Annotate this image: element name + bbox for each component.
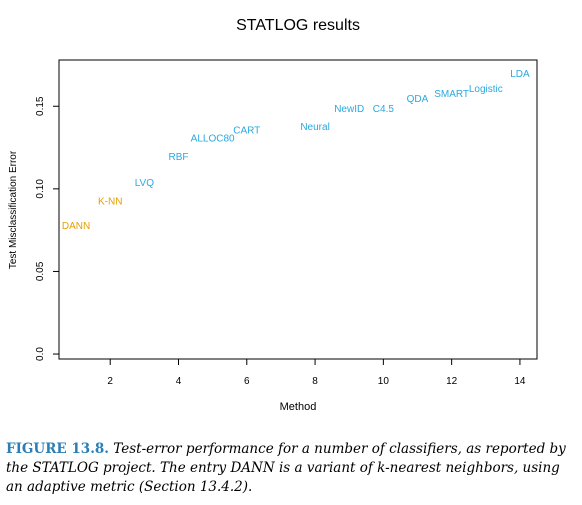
x-tick-label: 6 — [244, 376, 250, 387]
x-tick-label: 12 — [446, 376, 458, 387]
data-point-label: NewID — [334, 104, 364, 115]
y-tick-label: 0.10 — [35, 179, 46, 199]
data-point-label: LVQ — [135, 178, 154, 189]
data-point-label: RBF — [169, 152, 189, 163]
data-point-label: Logistic — [469, 84, 503, 95]
y-tick-label: 0.15 — [35, 96, 46, 116]
x-tick-label: 14 — [514, 376, 526, 387]
caption-text: Test-error performance for a number of c… — [6, 441, 566, 495]
caption-label: FIGURE 13.8. — [6, 441, 109, 457]
data-point-label: CART — [233, 125, 260, 136]
y-axis-label: Test Misclassification Error — [8, 150, 19, 269]
data-point-label: K-NN — [98, 196, 122, 207]
data-point-label: ALLOC80 — [191, 134, 235, 145]
x-tick-label: 10 — [378, 376, 390, 387]
y-tick-label: 0.0 — [35, 347, 46, 361]
y-axis: 0.0 0.05 0.10 0.15 — [35, 96, 59, 361]
x-tick-label: 8 — [312, 376, 318, 387]
data-point-label: DANN — [62, 221, 90, 232]
data-point-label: C4.5 — [373, 104, 395, 115]
data-point-label: SMART — [434, 89, 469, 100]
x-axis: 2 4 6 8 10 12 14 — [107, 359, 526, 387]
data-point-label: LDA — [510, 69, 530, 80]
x-axis-label: Method — [280, 401, 317, 413]
data-point-label: Neural — [300, 122, 329, 133]
y-tick-label: 0.05 — [35, 261, 46, 281]
chart-title: STATLOG results — [236, 17, 360, 34]
plot-frame — [58, 59, 538, 360]
x-tick-label: 4 — [176, 376, 182, 387]
data-point-label: QDA — [407, 94, 429, 105]
statlog-chart: STATLOG results 2 4 6 8 10 12 14 0.00.050.100.… — [8, 17, 538, 413]
x-tick-label: 2 — [107, 376, 113, 387]
figure-caption: FIGURE 13.8. Test-error performance for … — [6, 440, 568, 497]
